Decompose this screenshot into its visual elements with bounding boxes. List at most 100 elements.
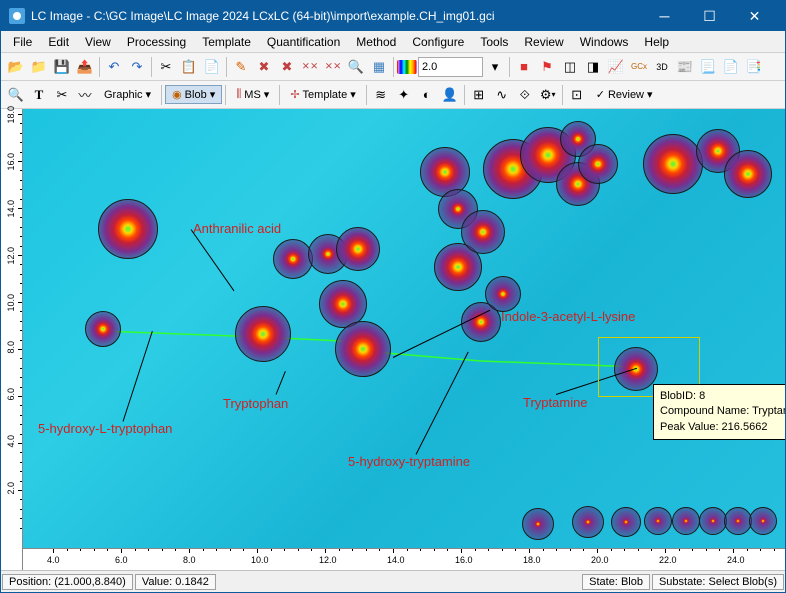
pointer-line (416, 352, 469, 455)
blob[interactable] (749, 507, 777, 535)
blob-dropdown[interactable]: ◉ Blob ▾ (165, 85, 222, 104)
erase-icon[interactable]: ✖ (253, 56, 275, 78)
menu-quantification[interactable]: Quantification (259, 33, 348, 51)
menu-view[interactable]: View (77, 33, 119, 51)
export-icon[interactable]: 📤 (74, 56, 96, 78)
grid-clear1-icon[interactable]: ⨯⨯ (299, 56, 321, 78)
3d-icon[interactable]: 3D (651, 56, 673, 78)
tool2-icon[interactable]: ◨ (582, 56, 604, 78)
tool-c-icon[interactable]: ◐ (416, 84, 438, 106)
redo-icon[interactable]: ↷ (126, 56, 148, 78)
red-stop-icon[interactable]: ■ (513, 56, 535, 78)
gear-icon[interactable]: ⚙ ▾ (537, 84, 559, 106)
blob[interactable] (522, 508, 554, 540)
blob[interactable] (724, 150, 772, 198)
zoom-tool-icon[interactable]: 🔍 (5, 84, 27, 106)
blob[interactable] (578, 144, 618, 184)
report-icon[interactable]: 📰 (674, 56, 696, 78)
graphic-dropdown[interactable]: Graphic ▾ (97, 85, 158, 104)
separator (393, 57, 394, 77)
tool-d-icon[interactable]: 👤 (439, 84, 461, 106)
minimize-button[interactable]: ─ (642, 1, 687, 31)
blob[interactable] (85, 311, 121, 347)
blob[interactable] (572, 506, 604, 538)
tool-b-icon[interactable]: ✦ (393, 84, 415, 106)
menu-method[interactable]: Method (348, 33, 404, 51)
compound-label: Tryptamine (523, 395, 588, 410)
menu-help[interactable]: Help (636, 33, 677, 51)
tool-h-icon[interactable]: ⊡ (566, 84, 588, 106)
save-icon[interactable]: 💾 (51, 56, 73, 78)
chart-icon[interactable]: 📈 (605, 56, 627, 78)
blob[interactable] (461, 210, 505, 254)
separator (464, 85, 465, 105)
blob[interactable] (611, 507, 641, 537)
separator (562, 85, 563, 105)
scissors-icon[interactable]: ✂ (51, 84, 73, 106)
menu-processing[interactable]: Processing (119, 33, 194, 51)
menu-edit[interactable]: Edit (40, 33, 77, 51)
compound-label: Tryptophan (223, 396, 288, 411)
menu-configure[interactable]: Configure (404, 33, 472, 51)
draw-icon[interactable]: ✎ (230, 56, 252, 78)
doc3-icon[interactable]: 📑 (743, 56, 765, 78)
blob[interactable] (485, 276, 521, 312)
tool-e-icon[interactable]: ⊞ (468, 84, 490, 106)
text-tool-icon[interactable]: T (28, 84, 50, 106)
paste-icon[interactable]: 📄 (201, 56, 223, 78)
blob[interactable] (235, 306, 291, 362)
tool1-icon[interactable]: ◫ (559, 56, 581, 78)
toolbar-1: 📂 📁 💾 📤 ↶ ↷ ✂ 📋 📄 ✎ ✖ ✖ ⨯⨯ ⨯⨯ 🔍 ▦ ▾ ■ ⚑ … (1, 53, 785, 81)
gcx-icon[interactable]: GCx (628, 56, 650, 78)
blob[interactable] (672, 507, 700, 535)
separator (99, 57, 100, 77)
maximize-button[interactable]: ☐ (687, 1, 732, 31)
menu-file[interactable]: File (5, 33, 40, 51)
menu-windows[interactable]: Windows (572, 33, 637, 51)
blob[interactable] (699, 507, 727, 535)
close-button[interactable]: ✕ (732, 1, 777, 31)
open-icon[interactable]: 📂 (5, 56, 27, 78)
statusbar: Position: (21.000,8.840) Value: 0.1842 S… (1, 570, 785, 592)
window-title: LC Image - C:\GC Image\LC Image 2024 LCx… (31, 9, 642, 23)
flag-icon[interactable]: ⚑ (536, 56, 558, 78)
ms-dropdown[interactable]: ⫼ MS ▾ (229, 85, 276, 104)
menu-tools[interactable]: Tools (472, 33, 516, 51)
blob[interactable] (335, 321, 391, 377)
tool-g-icon[interactable]: ⟐ (514, 84, 536, 106)
doc2-icon[interactable]: 📄 (720, 56, 742, 78)
blob[interactable] (273, 239, 313, 279)
pointer-line (191, 229, 235, 291)
zoom-input[interactable] (418, 57, 483, 77)
blob[interactable] (644, 507, 672, 535)
tool-a-icon[interactable]: ≋ (370, 84, 392, 106)
spectrum-icon[interactable] (397, 60, 417, 74)
clear-icon[interactable]: ✖ (276, 56, 298, 78)
blob[interactable] (98, 199, 158, 259)
folder-icon[interactable]: 📁 (28, 56, 50, 78)
search-icon[interactable]: 🔍 (345, 56, 367, 78)
cut-icon[interactable]: ✂ (155, 56, 177, 78)
blob[interactable] (336, 227, 380, 271)
pointer-line (123, 331, 153, 422)
table-icon[interactable]: ▦ (368, 56, 390, 78)
undo-icon[interactable]: ↶ (103, 56, 125, 78)
dropdown-icon[interactable]: ▾ (484, 56, 506, 78)
compound-label: Indole-3-acetyl-L-lysine (501, 309, 635, 324)
review-dropdown[interactable]: ✓ Review ▾ (589, 85, 660, 104)
chevron-down-icon: ▾ (552, 90, 556, 99)
doc1-icon[interactable]: 📃 (697, 56, 719, 78)
grid-clear2-icon[interactable]: ⨯⨯ (322, 56, 344, 78)
template-dropdown[interactable]: ✢ Template ▾ (283, 85, 362, 104)
chart-area[interactable]: Anthranilic acid5-hydroxy-L-tryptophanTr… (23, 109, 785, 548)
status-position: Position: (21.000,8.840) (2, 574, 133, 590)
tool-f-icon[interactable]: ∿ (491, 84, 513, 106)
copy-icon[interactable]: 📋 (178, 56, 200, 78)
separator (226, 57, 227, 77)
menu-template[interactable]: Template (194, 33, 259, 51)
blob[interactable] (643, 134, 703, 194)
curve-icon[interactable]: 〰 (74, 84, 96, 106)
compound-label: 5-hydroxy-tryptamine (348, 454, 470, 469)
menu-review[interactable]: Review (516, 33, 571, 51)
blob[interactable] (724, 507, 752, 535)
